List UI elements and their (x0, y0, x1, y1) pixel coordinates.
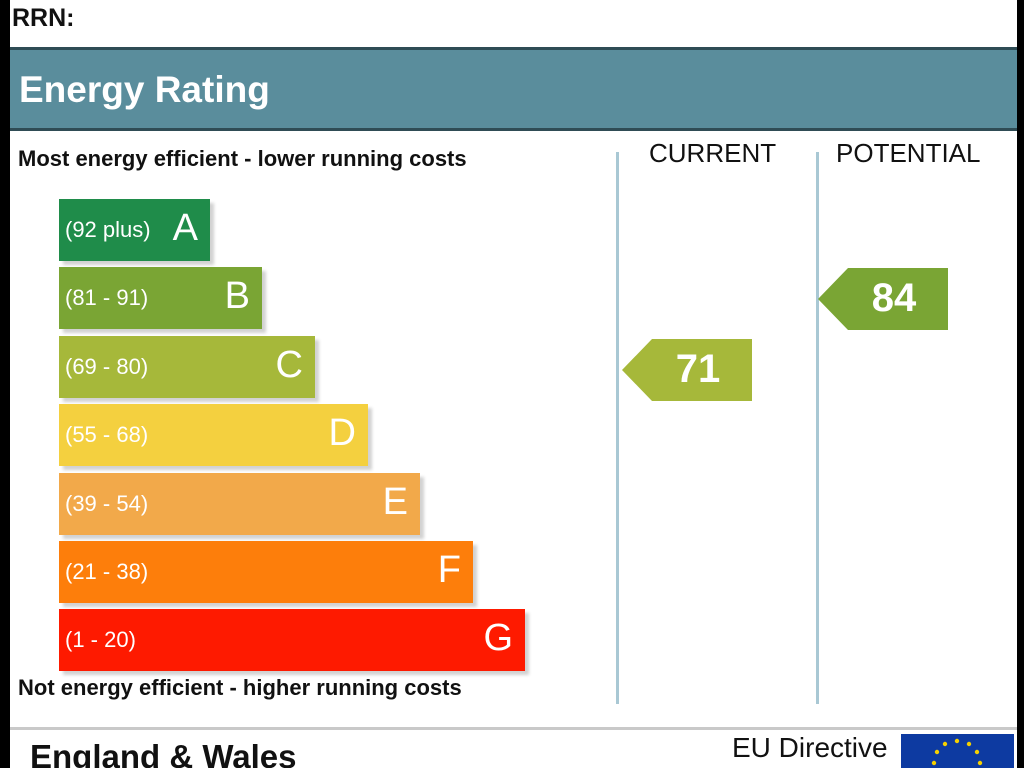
energy-rating-header: Energy Rating (10, 47, 1017, 131)
band-a: (92 plus) A (59, 199, 210, 261)
band-letter: A (172, 207, 198, 249)
most-efficient-label: Most energy efficient - lower running co… (18, 146, 467, 171)
band-range: (1 - 20) (65, 627, 136, 652)
band-letter: D (328, 412, 356, 454)
current-column-divider (616, 152, 619, 704)
band-letter: B (224, 275, 250, 317)
band-letter: F (437, 549, 461, 591)
header-title: Energy Rating (19, 69, 270, 110)
potential-column-header: POTENTIAL (836, 138, 981, 168)
current-rating-arrow: 71 (622, 339, 752, 401)
rrn-label: RRN: (12, 4, 75, 32)
band-letter: C (275, 344, 303, 386)
band-letter: G (483, 617, 513, 659)
potential-arrow-shape (818, 268, 948, 330)
band-f: (21 - 38) F (59, 541, 473, 603)
eu-flag-icon (901, 734, 1014, 768)
band-c: (69 - 80) C (59, 336, 315, 398)
band-range: (81 - 91) (65, 285, 149, 310)
band-range: (55 - 68) (65, 422, 149, 447)
potential-column-divider (816, 152, 819, 704)
band-range: (69 - 80) (65, 354, 149, 379)
current-column-header: CURRENT (649, 138, 777, 168)
potential-rating-value: 84 (871, 276, 917, 320)
band-e: (39 - 54) E (59, 473, 420, 535)
eu-stars-icon (931, 738, 983, 766)
band-d: (55 - 68) D (59, 404, 368, 466)
potential-rating-arrow: 84 (818, 268, 948, 330)
region-label: England & Wales (30, 738, 297, 768)
band-range: (39 - 54) (65, 491, 149, 516)
band-range: (21 - 38) (65, 559, 149, 584)
band-g: (1 - 20) G (59, 609, 525, 671)
eu-directive-label: EU Directive (732, 732, 888, 763)
epc-page: RRN: Energy Rating Most energy efficient… (10, 0, 1017, 768)
current-arrow-shape (622, 339, 752, 401)
band-b: (81 - 91) B (59, 267, 262, 329)
band-letter: E (382, 481, 408, 523)
least-efficient-label: Not energy efficient - higher running co… (18, 675, 462, 700)
current-rating-value: 71 (675, 347, 721, 391)
band-range: (92 plus) (65, 217, 151, 242)
footer-divider (10, 727, 1017, 730)
